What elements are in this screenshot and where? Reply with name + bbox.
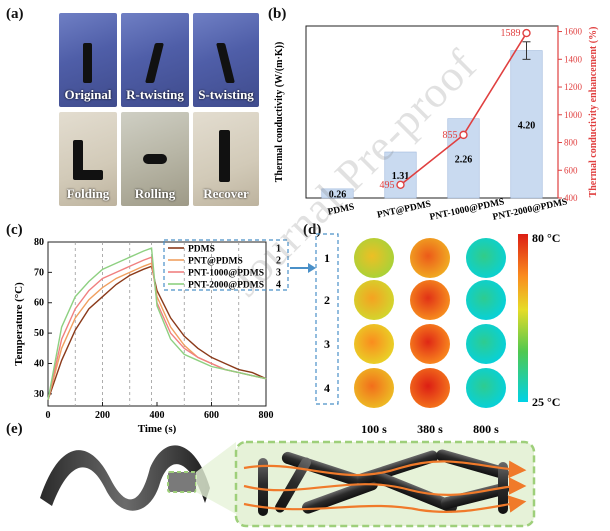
row-label: 2 [324, 293, 330, 307]
photo-caption: S-twisting [198, 87, 254, 102]
photo-caption: R-twisting [126, 87, 184, 102]
thermal-disc [410, 280, 450, 320]
legend-label: PNT@PDMS [188, 257, 243, 267]
time-label: 380 s [417, 422, 443, 436]
panel-label-b: (b) [268, 6, 287, 22]
enhancement-point [522, 28, 531, 38]
y-axis-label: Thermal conductivity (W/(m·K)) [274, 42, 285, 183]
x-tick-label: 800 [259, 410, 274, 421]
row-index-box [315, 233, 339, 405]
zoom-connector [196, 442, 236, 514]
photo-caption: Rolling [134, 186, 176, 201]
thermal-disc [354, 238, 394, 278]
x-tick-label: 0 [46, 410, 51, 421]
y2-tick-label: 800 [564, 138, 578, 148]
panel-label-c: (c) [6, 222, 23, 238]
y2-tick-label: 400 [564, 193, 578, 203]
legend-number: 2 [276, 256, 281, 267]
series-line [47, 247, 267, 401]
thermal-disc [466, 368, 506, 408]
time-label: 800 s [473, 422, 499, 436]
y-axis-label: Temperature (°C) [13, 282, 25, 366]
photo-r-twisting: R-twisting [121, 13, 189, 107]
y2-tick-label: 1000 [564, 110, 583, 120]
thermal-disc [466, 238, 506, 278]
enhancement-label: 495 [380, 180, 395, 191]
thermal-disc [354, 368, 394, 408]
y-tick-label: 80 [34, 237, 44, 248]
y-tick-label: 70 [34, 267, 44, 278]
y-tick-label: 60 [34, 298, 44, 309]
legend-label: PNT-2000@PDMS [188, 281, 264, 291]
y-tick-label: 50 [34, 328, 44, 339]
legend-number: 3 [276, 268, 281, 279]
time-label: 100 s [361, 422, 387, 436]
y-tick-label: 30 [34, 389, 44, 400]
chart-c: 0 200 400 600 800 30 40 50 60 70 80 Time (s) Tempera… [13, 237, 289, 435]
chart-b: 0.26PDMS1.31PNT@PDMS2.26PNT-1000@PDMS4.2… [274, 25, 599, 223]
bar [384, 151, 417, 199]
thermal-disc [410, 324, 450, 364]
thermal-disc [354, 324, 394, 364]
x-tick-label: PNT@PDMS [376, 199, 432, 220]
y2-tick-label: 1400 [564, 54, 583, 64]
enhancement-label: 855 [443, 130, 458, 141]
bar-value-label: 2.26 [455, 154, 473, 165]
panel-label-a: (a) [6, 6, 24, 22]
legend-number: 1 [276, 244, 281, 255]
thermal-disc [410, 368, 450, 408]
thermal-disc [354, 280, 394, 320]
x-tick-label: 200 [95, 410, 110, 421]
panel-label-e: (e) [6, 421, 23, 437]
row-label: 4 [324, 381, 330, 395]
photo-recover: Recover [193, 112, 259, 206]
bar-value-label: 1.31 [392, 171, 410, 182]
photo-folding: Folding [59, 112, 117, 206]
photo-original: Original [59, 13, 117, 107]
callout-arrowhead [308, 263, 316, 273]
enhancement-point [459, 130, 468, 140]
photo-caption: Original [64, 87, 112, 102]
photo-caption: Recover [203, 186, 249, 201]
colorbar [518, 234, 528, 402]
thermal-disc [466, 324, 506, 364]
bar-value-label: 0.26 [329, 189, 347, 200]
x-tick-label: 400 [150, 410, 165, 421]
y2-axis-label: Thermal conductivity enhancement (%) [588, 27, 599, 198]
x-tick-label: 600 [204, 410, 219, 421]
bar [321, 188, 354, 199]
zoom-box [167, 471, 197, 493]
bar [510, 50, 543, 199]
colorbar-max-label: 80 °C [532, 231, 560, 245]
schematic-e [40, 440, 536, 528]
flexible-sheet [40, 445, 210, 511]
bar-value-label: 4.20 [518, 120, 536, 131]
y2-tick-label: 1200 [564, 82, 583, 92]
colorbar-min-label: 25 °C [532, 395, 560, 409]
legend-label: PDMS [188, 245, 215, 255]
enhancement-point [396, 180, 405, 190]
y-tick-label: 40 [34, 358, 44, 369]
thermal-disc [466, 280, 506, 320]
y2-tick-label: 600 [564, 165, 578, 175]
legend-label: PNT-1000@PDMS [188, 269, 264, 279]
x-axis-label: Time (s) [138, 423, 177, 435]
legend-callout-box [163, 239, 289, 291]
photo-rolling: Rolling [121, 112, 189, 206]
heat-flow-arrows [243, 460, 527, 513]
thermal-disc [410, 238, 450, 278]
y2-tick-label: 1600 [564, 27, 583, 37]
enhancement-label: 1589 [501, 28, 521, 39]
row-label: 3 [324, 337, 330, 351]
photo-caption: Folding [66, 186, 110, 201]
photo-s-twisting: S-twisting [193, 13, 259, 107]
legend-number: 4 [276, 280, 281, 291]
thermal-images: 1 2 3 4 100 s 380 s 800 s 80 °C 25 °C [290, 231, 560, 436]
row-label: 1 [324, 251, 330, 265]
